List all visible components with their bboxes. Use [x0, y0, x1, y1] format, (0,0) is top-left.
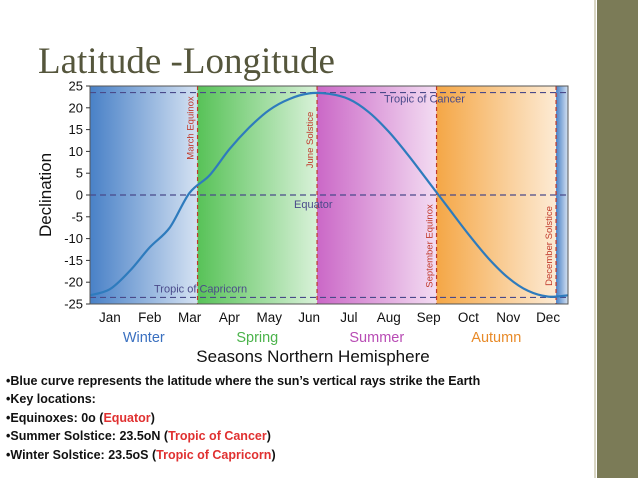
slide-title: Latitude -Longitude — [38, 41, 335, 82]
capricorn-highlight: Tropic of Capricorn — [156, 447, 272, 462]
bullet-list: •Blue curve represents the latitude wher… — [6, 372, 480, 464]
y-tick-label: -15 — [64, 253, 83, 268]
y-axis-title: Declination — [36, 153, 55, 237]
slide-sidebar — [597, 0, 638, 478]
season-label: Winter — [123, 330, 165, 346]
bullet-item: •Key locations: — [6, 392, 96, 407]
season-label: Autumn — [471, 330, 521, 346]
y-tick-label: -25 — [64, 297, 83, 312]
equator-highlight: Equator — [103, 410, 151, 425]
y-tick-label: -5 — [71, 209, 83, 224]
y-tick-label: 10 — [69, 144, 83, 159]
reference-line-label: Tropic of Capricorn — [154, 283, 247, 295]
bullet-item: •Winter Solstice: 23.5oS (Tropic of Capr… — [6, 447, 276, 462]
vertical-marker-label: June Solstice — [305, 112, 316, 169]
declination-chart: 25 20 15 10 5 0 -5 -10 -15 -20 -25 Jan Feb Mar Apr May J… — [36, 79, 569, 367]
x-tick-label: Jan — [99, 310, 121, 325]
y-tick-label: 0 — [76, 188, 83, 203]
x-tick-label: May — [256, 310, 282, 325]
bullet-item: •Equinoxes: 0o (Equator) — [6, 410, 155, 425]
x-tick-label: Jul — [340, 310, 357, 325]
y-tick-label: 15 — [69, 122, 83, 137]
season-label: Summer — [349, 330, 404, 346]
y-tick-label: 25 — [69, 79, 83, 94]
curve-layer — [89, 91, 569, 298]
x-tick-label: Mar — [178, 310, 202, 325]
x-tick-label: Dec — [536, 310, 560, 325]
reference-line-label: Equator — [294, 199, 333, 211]
vertical-markers — [196, 86, 557, 304]
y-tick-label: -10 — [64, 231, 83, 246]
y-tick-label: -20 — [64, 275, 83, 290]
vertical-marker-label: March Equinox — [186, 96, 197, 160]
chart-labels: 25 20 15 10 5 0 -5 -10 -15 -20 -25 Jan Feb Mar Apr May J… — [36, 79, 560, 367]
vertical-marker-label: December Solstice — [544, 206, 555, 286]
y-tick-label: 20 — [69, 100, 83, 115]
x-tick-label: Nov — [496, 310, 520, 325]
season-band — [197, 86, 318, 304]
season-label: Spring — [236, 330, 278, 346]
bullet-item: •Summer Solstice: 23.5oN (Tropic of Canc… — [6, 429, 271, 444]
x-tick-label: Aug — [377, 310, 401, 325]
x-axis-title: Seasons Northern Hemisphere — [196, 347, 429, 366]
season-band — [317, 86, 437, 304]
x-tick-label: Sep — [417, 310, 441, 325]
x-tick-label: Jun — [298, 310, 320, 325]
y-tick-label: 5 — [76, 166, 83, 181]
x-tick-label: Feb — [138, 310, 161, 325]
declination-curve — [89, 91, 569, 298]
x-tick-label: Oct — [458, 310, 479, 325]
cancer-highlight: Tropic of Cancer — [168, 429, 267, 444]
season-bands — [90, 86, 568, 304]
x-tick-label: Apr — [219, 310, 241, 325]
axes — [86, 85, 569, 305]
reference-line-label: Tropic of Cancer — [384, 94, 465, 106]
bullet-item: •Blue curve represents the latitude wher… — [6, 374, 481, 388]
vertical-marker-label: September Equinox — [425, 204, 436, 288]
sidebar-divider — [594, 0, 596, 478]
